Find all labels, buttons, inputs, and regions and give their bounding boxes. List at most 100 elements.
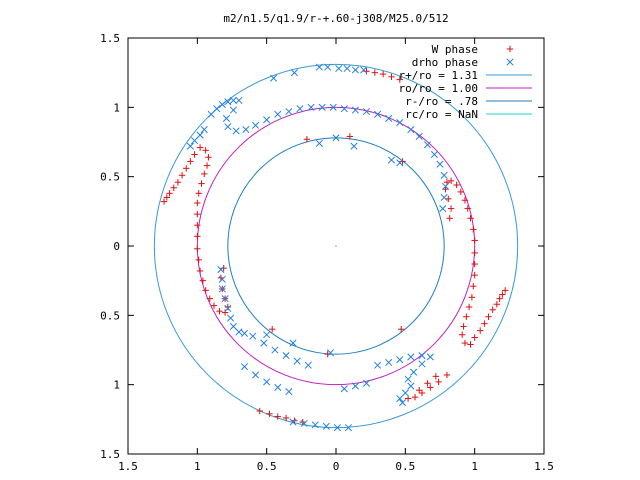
legend-label: W phase — [432, 43, 478, 56]
data-point — [346, 133, 354, 140]
data-point — [213, 105, 221, 113]
x-tick-label: 0.5 — [257, 460, 277, 473]
data-point — [187, 158, 194, 165]
data-point — [271, 346, 279, 354]
data-point — [224, 303, 232, 311]
data-point — [218, 285, 226, 293]
data-point — [326, 349, 335, 357]
plot-area — [153, 63, 519, 432]
y-tick-label: 1 — [113, 379, 120, 392]
data-point — [170, 184, 177, 191]
legend-label: r+/ro = 1.31 — [399, 69, 478, 82]
data-point — [229, 106, 237, 114]
data-point — [203, 162, 211, 169]
x-tick-label: 1 — [471, 460, 478, 473]
chart-title: m2/n1.5/q1.9/r-+.60-j308/M25.0/512 — [223, 12, 448, 25]
data-point — [221, 295, 229, 303]
data-point — [274, 413, 281, 420]
data-point — [289, 339, 297, 347]
data-point — [252, 371, 260, 379]
data-point — [465, 303, 473, 311]
data-point — [199, 277, 207, 284]
data-point — [183, 165, 190, 172]
data-point — [217, 266, 225, 274]
data-point — [290, 69, 298, 77]
data-point — [196, 144, 204, 151]
data-point — [160, 198, 168, 205]
data-point — [435, 378, 442, 386]
x-tick-label: 0.5 — [395, 460, 415, 473]
data-point — [362, 107, 371, 116]
origin-point — [335, 245, 337, 247]
data-point — [471, 249, 478, 257]
data-point — [411, 393, 419, 401]
data-point — [418, 360, 426, 368]
data-point — [447, 205, 455, 212]
x-tick-label: 1.5 — [534, 460, 554, 473]
data-point — [266, 410, 273, 417]
data-point — [242, 125, 250, 134]
data-point — [467, 215, 474, 222]
data-point — [195, 190, 202, 197]
y-tick-label: 1.5 — [100, 448, 120, 461]
data-point — [404, 375, 412, 383]
data-point — [464, 205, 471, 212]
data-point — [457, 188, 464, 196]
data-point — [229, 322, 237, 330]
data-point — [440, 171, 448, 179]
data-point — [385, 114, 393, 122]
data-point — [318, 103, 326, 111]
data-point — [296, 105, 304, 113]
data-point — [166, 190, 173, 197]
legend-label: drho phase — [412, 56, 478, 69]
data-point — [220, 264, 227, 272]
data-point — [470, 226, 477, 233]
data-point — [207, 110, 215, 118]
series-1 — [186, 63, 450, 432]
data-point — [315, 139, 323, 147]
data-point — [407, 353, 415, 361]
data-point — [485, 313, 492, 320]
data-point — [263, 378, 271, 386]
data-point — [399, 158, 406, 165]
data-point — [351, 382, 359, 390]
data-point — [396, 76, 403, 83]
data-point — [387, 156, 396, 164]
data-point — [351, 66, 359, 74]
data-point — [282, 414, 290, 422]
data-point — [202, 147, 209, 154]
data-point — [256, 407, 263, 415]
data-point — [304, 361, 312, 369]
data-point — [463, 313, 470, 320]
data-point — [218, 101, 226, 109]
data-point — [374, 361, 382, 369]
data-point — [362, 379, 371, 387]
data-point — [496, 295, 503, 302]
data-point — [430, 150, 439, 159]
data-point — [424, 380, 431, 387]
data-point — [269, 326, 276, 333]
data-point — [274, 110, 282, 118]
data-point — [426, 353, 434, 361]
data-point — [418, 351, 426, 360]
data-point — [416, 387, 423, 394]
legend-marker — [506, 58, 514, 66]
data-point — [196, 131, 204, 139]
data-point — [201, 170, 208, 178]
data-point — [461, 197, 469, 204]
data-point — [446, 215, 453, 222]
data-point — [235, 328, 243, 336]
data-point — [385, 358, 393, 367]
data-point — [263, 116, 271, 124]
x-tick-label: 0 — [333, 460, 340, 473]
data-point — [224, 98, 232, 106]
data-point — [196, 267, 204, 275]
data-point — [396, 394, 404, 403]
data-point — [206, 295, 214, 302]
data-point — [493, 301, 501, 308]
data-point — [194, 233, 201, 240]
data-point — [186, 142, 194, 150]
data-point — [379, 70, 387, 78]
